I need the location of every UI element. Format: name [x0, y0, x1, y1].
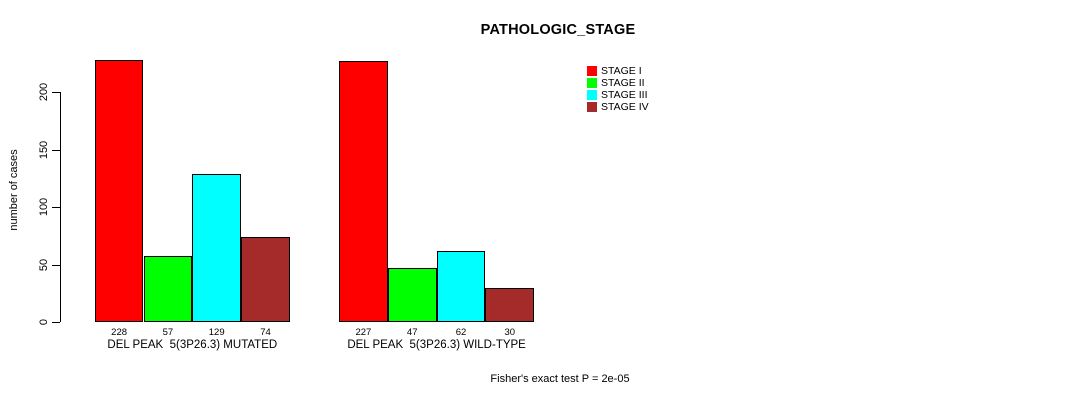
- y-axis-tick: [52, 149, 60, 151]
- annotation-text: Fisher's exact test P = 2e-05: [490, 373, 630, 385]
- bar-value-label: 228: [111, 327, 128, 338]
- x-group-label: DEL PEAK 5(3P26.3) WILD-TYPE: [347, 339, 526, 351]
- y-axis-tick-label: 0: [38, 318, 50, 326]
- legend-swatch: [587, 102, 597, 112]
- legend-swatch: [587, 90, 597, 100]
- x-group-label: DEL PEAK 5(3P26.3) MUTATED: [107, 339, 278, 351]
- bar-stage-iv-group2: [485, 287, 535, 322]
- bar-stage-iii-group2: [436, 250, 486, 322]
- y-axis-tick: [52, 92, 60, 93]
- bar-stage-i-group2: [339, 60, 388, 322]
- legend-item: STAGE IV: [587, 101, 649, 113]
- legend-item: STAGE I: [587, 65, 649, 77]
- y-axis-tick: [52, 322, 60, 323]
- bar-stage-ii-group2: [387, 267, 437, 322]
- y-axis-tick: [52, 264, 60, 266]
- y-axis-tick-label: 150: [38, 140, 50, 159]
- legend-label: STAGE II: [601, 77, 645, 89]
- legend-label: STAGE IV: [601, 101, 649, 113]
- bar-stage-iv-group1: [241, 236, 290, 322]
- bar-value-label: 30: [504, 327, 516, 338]
- y-axis-label: number of cases: [8, 149, 20, 231]
- y-axis-tick-label: 50: [38, 258, 50, 271]
- bar-value-label: 74: [260, 327, 271, 338]
- y-axis-line: [60, 92, 61, 322]
- bar-stage-ii-group1: [143, 256, 193, 322]
- bar-stage-iii-group1: [192, 173, 242, 322]
- legend-label: STAGE I: [601, 65, 642, 77]
- bar-value-label: 227: [355, 327, 372, 338]
- legend-item: STAGE II: [587, 77, 649, 89]
- legend-swatch: [587, 66, 597, 76]
- legend-swatch: [587, 78, 597, 88]
- bar-value-label: 47: [406, 327, 418, 338]
- legend-label: STAGE III: [601, 89, 648, 101]
- legend: STAGE I STAGE II STAGE III STAGE IV: [587, 65, 649, 113]
- bar-stage-i-group1: [94, 59, 144, 322]
- bar-value-label: 57: [162, 327, 174, 338]
- y-axis-tick: [52, 207, 60, 208]
- bar-value-label: 62: [455, 327, 467, 338]
- chart-title: PATHOLOGIC_STAGE: [480, 22, 636, 38]
- legend-item: STAGE III: [587, 89, 649, 101]
- y-axis-tick-label: 200: [38, 82, 50, 102]
- y-axis-tick-label: 100: [38, 197, 50, 217]
- bar-value-label: 129: [208, 327, 225, 338]
